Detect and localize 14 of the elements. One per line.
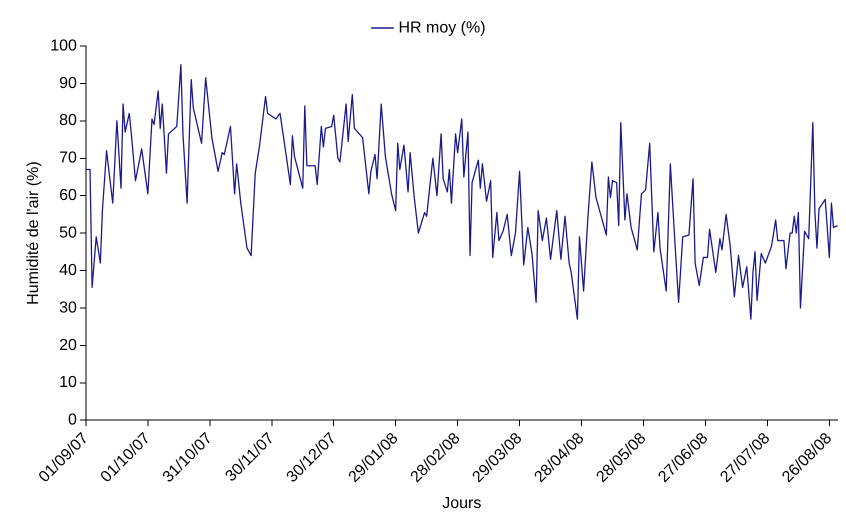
y-tick-label: 10 <box>59 374 77 392</box>
y-tick-label: 90 <box>59 74 77 92</box>
y-tick-label: 0 <box>68 412 77 429</box>
y-axis-title: Humidité de l'air (%) <box>25 161 42 305</box>
y-tick-label: 80 <box>59 112 77 130</box>
y-tick-label: 40 <box>59 262 77 279</box>
y-tick-label: 60 <box>59 187 77 204</box>
y-tick-label: 20 <box>59 336 77 354</box>
y-tick-label: 100 <box>50 37 77 54</box>
y-tick-label: 50 <box>59 224 77 242</box>
legend-label: HR moy (%) <box>398 19 486 36</box>
x-axis-title: Jours <box>442 494 482 512</box>
y-tick-label: 70 <box>59 150 77 167</box>
y-tick-label: 30 <box>59 299 77 316</box>
